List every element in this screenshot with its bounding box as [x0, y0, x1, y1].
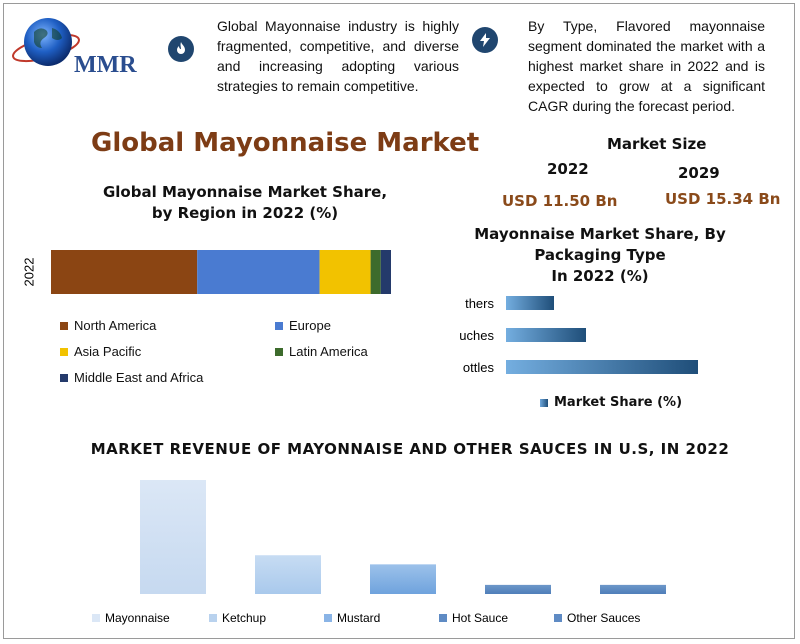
lightning-icon — [472, 27, 498, 53]
region-chart-title: Global Mayonnaise Market Share, by Regio… — [70, 182, 420, 224]
packaging-bar-bottles — [506, 360, 698, 374]
region-legend-label: Middle East and Africa — [74, 370, 204, 385]
region-legend-swatch — [275, 321, 283, 330]
region-stacked-bar-chart: 2022 — [21, 250, 391, 294]
revenue-bar-other-sauces — [600, 584, 666, 594]
region-legend-item-latin-america: Latin America — [275, 344, 368, 359]
region-y-tick-label: 2022 — [21, 258, 36, 287]
region-chart-title-line2: by Region in 2022 (%) — [151, 204, 339, 222]
region-legend-label: Asia Pacific — [74, 344, 142, 359]
revenue-bar-chart: Mayonnaise Ketchup Mustard Hot Sauce Other S… — [92, 480, 666, 625]
revenue-legend-label-other-sauces: Other Sauces — [567, 611, 640, 625]
region-legend-item-europe: Europe — [275, 318, 331, 333]
packaging-legend: Market Share (%) — [540, 395, 682, 410]
logo-text: MMR — [74, 52, 137, 78]
market-size-heading: Market Size — [607, 135, 707, 153]
packaging-tick-label-pouches: uches — [459, 328, 494, 343]
packaging-tick-label-others: thers — [465, 296, 494, 311]
info-text-left: Global Mayonnaise industry is highly fra… — [217, 18, 459, 94]
region-legend-swatch — [60, 321, 68, 330]
infographic-frame — [3, 3, 795, 639]
fire-icon — [168, 36, 194, 62]
revenue-legend-label-mustard: Mustard — [337, 611, 380, 625]
packaging-chart-title: Mayonnaise Market Share, By Packaging Ty… — [470, 224, 730, 287]
packaging-bar-chart: thers uches ottles — [459, 296, 698, 375]
revenue-bar-mayonnaise — [140, 480, 206, 594]
packaging-legend-swatch — [540, 398, 548, 407]
packaging-tick-label-bottles: ottles — [463, 360, 495, 375]
revenue-legend-swatch-other-sauces — [554, 614, 562, 622]
packaging-bar-pouches — [506, 328, 586, 342]
revenue-bar-ketchup — [255, 555, 321, 594]
revenue-legend-label-hot-sauce: Hot Sauce — [452, 611, 508, 625]
revenue-legend-label-ketchup: Ketchup — [222, 611, 266, 625]
region-legend-label: North America — [74, 318, 157, 333]
info-text-right: By Type, Flavored mayonnaise segment dom… — [528, 18, 765, 114]
revenue-bar-mustard — [370, 564, 436, 594]
market-size-year-a: 2022 — [547, 160, 589, 178]
region-bar-north-america — [51, 250, 198, 294]
region-bar-middle-east-and-africa — [380, 250, 391, 294]
mmr-logo: MMR — [12, 10, 152, 82]
region-bar-europe — [197, 250, 320, 294]
globe-logo-icon — [12, 18, 80, 66]
region-legend-swatch — [60, 373, 68, 382]
region-chart-title-line1: Global Mayonnaise Market Share, — [102, 183, 388, 201]
revenue-legend-label-mayonnaise: Mayonnaise — [105, 611, 170, 625]
revenue-chart-title: MARKET REVENUE OF MAYONNAISE AND OTHER S… — [90, 440, 730, 458]
packaging-chart-title-line3: In 2022 (%) — [551, 267, 649, 285]
revenue-legend-swatch-mayonnaise — [92, 614, 100, 622]
region-bar-latin-america — [370, 250, 381, 294]
region-bar-asia-pacific — [319, 250, 371, 294]
region-legend-item-north-america: North America — [60, 318, 156, 333]
packaging-chart-title-line2: Packaging Type — [534, 246, 666, 264]
revenue-legend-swatch-ketchup — [209, 614, 217, 622]
market-size-value-b: USD 15.34 Bn — [665, 190, 781, 208]
region-legend-swatch — [60, 347, 68, 356]
market-size-value-a: USD 11.50 Bn — [502, 192, 618, 210]
region-legend-item-asia-pacific: Asia Pacific — [60, 344, 141, 359]
revenue-legend-swatch-mustard — [324, 614, 332, 622]
revenue-bar-hot-sauce — [485, 584, 551, 594]
packaging-chart-title-line1: Mayonnaise Market Share, By — [474, 225, 726, 243]
packaging-legend-label: Market Share (%) — [554, 395, 683, 410]
region-legend-label: Latin America — [289, 344, 368, 359]
page-title: Global Mayonnaise Market — [91, 128, 480, 158]
revenue-legend-swatch-hot-sauce — [439, 614, 447, 622]
packaging-bar-others — [506, 296, 554, 310]
region-legend-label: Europe — [289, 318, 331, 333]
market-size-year-b: 2029 — [678, 164, 720, 182]
region-legend: North America Europe Asia Pacific Latin Ame… — [60, 318, 420, 394]
region-legend-item-middle-east-and-africa: Middle East and Africa — [60, 370, 203, 385]
region-legend-swatch — [275, 347, 283, 356]
